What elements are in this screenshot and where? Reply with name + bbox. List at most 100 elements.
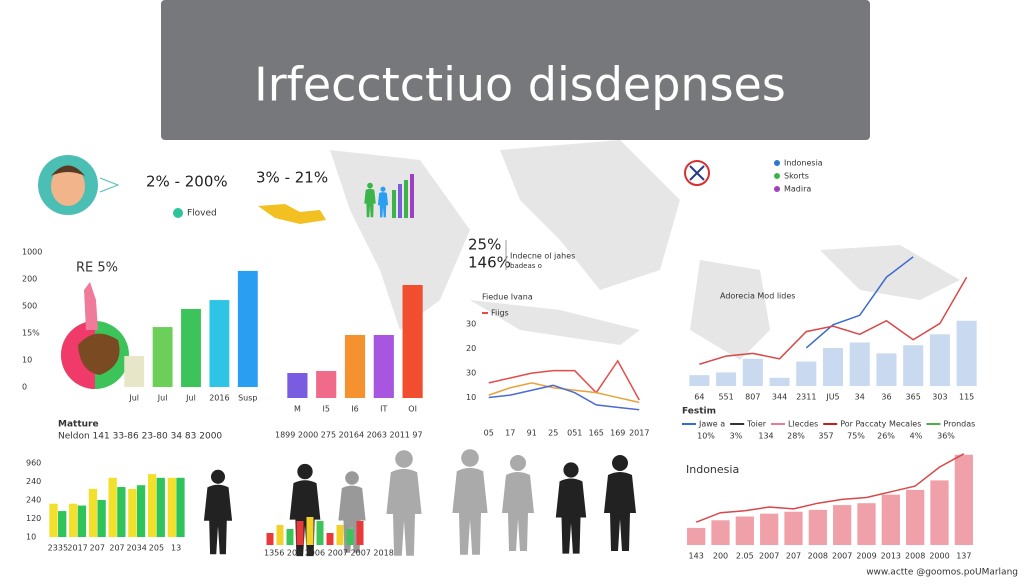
- legend-value: 3%: [730, 432, 743, 441]
- bar: [808, 509, 827, 545]
- bar: [117, 487, 126, 537]
- compass-needle: [689, 165, 705, 181]
- bar: [735, 516, 754, 545]
- x-tick-label: 2016: [209, 394, 229, 403]
- legend-label: Fiigs: [491, 309, 509, 318]
- x-tick-label: 2034: [127, 544, 147, 553]
- y-tick-label: 200: [22, 275, 37, 284]
- x-tick-label: 200: [713, 552, 728, 561]
- map-background: [330, 140, 960, 360]
- legend-value: 134: [758, 432, 773, 441]
- legend-value: 36%: [937, 432, 955, 441]
- stat: 3% - 21%: [256, 169, 328, 187]
- bar: [296, 521, 304, 545]
- bar: [344, 335, 366, 398]
- legend-row-title: Festim: [682, 407, 716, 417]
- legend-swatch: [173, 208, 183, 218]
- note: Indecne ol jahes: [510, 252, 575, 261]
- bar: [77, 505, 87, 537]
- bar: [88, 488, 98, 537]
- bar: [356, 521, 364, 545]
- legend-label: Toier: [746, 420, 767, 429]
- chart-title: Fiedue Ivana: [482, 293, 533, 302]
- y-tick-label: 240: [26, 477, 41, 486]
- stat: 146%: [468, 254, 511, 272]
- chart-title: Indonesia: [686, 463, 739, 476]
- chart-title: RE 5%: [76, 261, 118, 276]
- bar: [930, 480, 949, 545]
- x-tick-label: OI: [408, 405, 417, 414]
- x-tick-label: 34: [855, 393, 865, 402]
- legend-value: 4%: [910, 432, 923, 441]
- legend-label: Indonesia: [784, 159, 823, 168]
- x-tick-label: Jul: [185, 394, 196, 403]
- legend-swatch: [774, 186, 780, 192]
- line-series: [699, 276, 968, 365]
- bar: [167, 477, 176, 537]
- x-tick-label: JU5: [825, 393, 839, 402]
- legend-swatch: [774, 173, 780, 179]
- note: badeas o: [510, 262, 542, 270]
- legend-label: Jawe a: [698, 420, 725, 429]
- pie-decoration: [78, 333, 120, 375]
- bar: [929, 334, 950, 386]
- footer: www.actte @goomos.poUMarlang: [866, 568, 1018, 578]
- legend-value: 10%: [697, 432, 715, 441]
- bar: [97, 500, 106, 537]
- x-tick-label: 115: [959, 393, 974, 402]
- bar: [956, 320, 977, 386]
- bar: [954, 454, 973, 545]
- table-title: Matture: [58, 420, 99, 430]
- x-tick-label: 365: [906, 393, 921, 402]
- line-series: [695, 453, 965, 523]
- x-tick-label: 13: [171, 544, 181, 553]
- y-tick-label: 120: [26, 514, 41, 523]
- bar: [69, 503, 78, 537]
- y-tick-label: 960: [26, 459, 41, 468]
- x-tick-label: 2009: [856, 552, 876, 561]
- x-tick-label: 165: [589, 429, 604, 438]
- bar: [906, 489, 925, 545]
- y-tick-label: 240: [26, 496, 41, 505]
- bar: [276, 525, 284, 545]
- y-tick-label: 500: [22, 302, 37, 311]
- table-row: Neldon 141 33-86 23-80 34 83 2000: [58, 432, 222, 442]
- x-tick-label: 2007: [759, 552, 779, 561]
- x-tick-label: Jul: [128, 394, 139, 403]
- bar: [881, 494, 900, 545]
- legend-value: 357: [818, 432, 833, 441]
- y-tick-label: 10: [466, 393, 476, 402]
- bar: [857, 503, 876, 545]
- bar: [156, 477, 165, 537]
- bar: [108, 477, 117, 537]
- bar: [58, 511, 67, 537]
- bar: [876, 353, 897, 386]
- y-tick-label: 30: [466, 320, 476, 329]
- title-banner: [161, 0, 870, 140]
- legend-label: Por Paccaty Mecales: [840, 420, 921, 429]
- y-tick-label: 1000: [22, 248, 42, 257]
- x-tick-label: 2008: [808, 552, 828, 561]
- x-tick-label: 207: [90, 544, 105, 553]
- stat: 25%: [468, 236, 501, 254]
- x-tick-label: I5: [322, 405, 329, 414]
- bar: [147, 474, 157, 537]
- hand-decoration: [84, 282, 98, 330]
- bar: [287, 373, 308, 398]
- y-tick-label: 30: [466, 369, 476, 378]
- x-tick-label: 36: [881, 393, 891, 402]
- x-tick-label: 05: [484, 429, 494, 438]
- compass-icon: [684, 160, 710, 186]
- x-tick-label: 2007: [832, 552, 852, 561]
- pointer: [99, 177, 120, 193]
- x-tick-label: 91: [527, 429, 537, 438]
- x-tick-label: 2.05: [736, 552, 754, 561]
- bar: [346, 529, 354, 545]
- x-tick-label: 143: [689, 552, 704, 561]
- y-tick-label: 10: [22, 356, 32, 365]
- bar: [760, 513, 779, 545]
- bar: [152, 327, 173, 387]
- x-tick-label: 17: [505, 429, 515, 438]
- footnote: 1899 2000 275 20164 2063 2011 97: [275, 431, 423, 440]
